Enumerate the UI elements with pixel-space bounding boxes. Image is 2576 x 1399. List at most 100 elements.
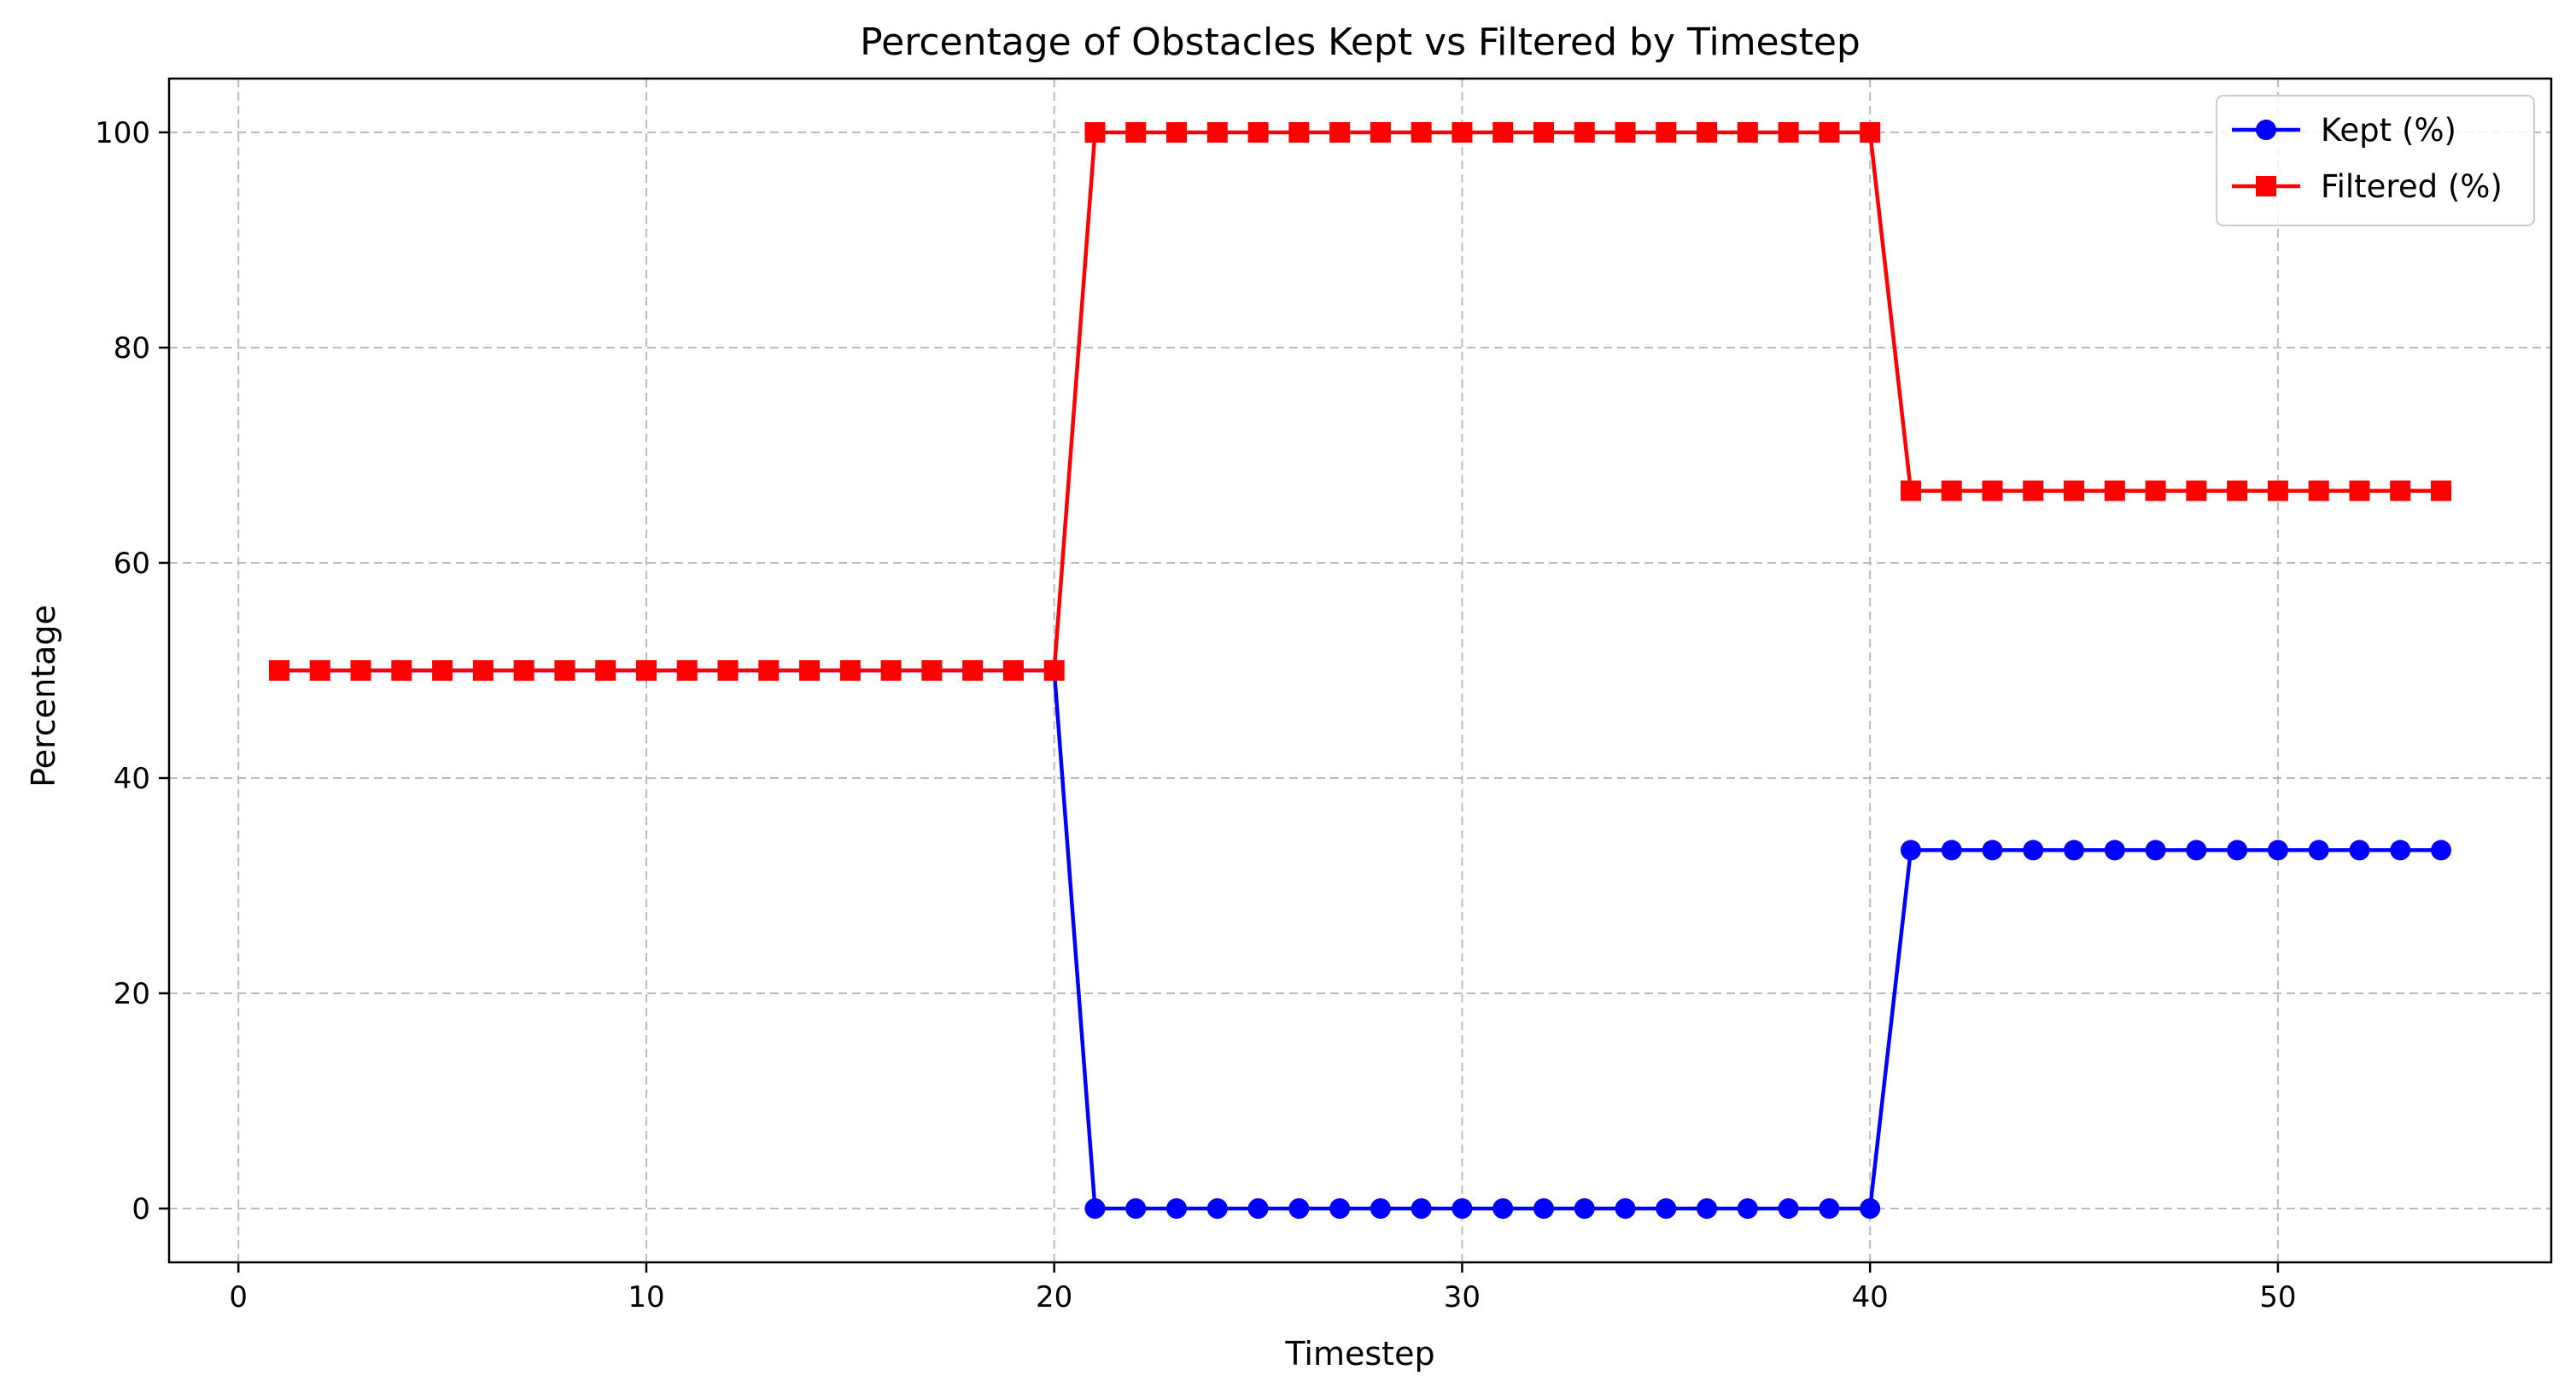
kept-point xyxy=(2308,840,2329,861)
filtered-point xyxy=(1125,122,1147,143)
filtered-point xyxy=(1166,122,1188,143)
filtered-point xyxy=(554,660,575,681)
x-tick-label: 10 xyxy=(628,1280,664,1314)
filtered-point xyxy=(1697,122,1718,143)
filtered-point xyxy=(839,660,861,681)
filtered-point xyxy=(2267,480,2288,501)
filtered-point xyxy=(758,660,780,681)
filtered-point xyxy=(635,660,657,681)
filtered-point xyxy=(2349,480,2370,501)
y-tick-label: 20 xyxy=(114,977,150,1011)
x-tick-label: 20 xyxy=(1036,1280,1072,1314)
filtered-point xyxy=(1533,122,1554,143)
kept-point xyxy=(1860,1198,1881,1219)
kept-point xyxy=(1084,1198,1106,1219)
filtered-point xyxy=(2145,480,2166,501)
kept-point xyxy=(1656,1198,1677,1219)
axis-layer: 0 10 20 30 40 50 0 20 40 60 80 100 xyxy=(95,77,2553,1314)
kept-point xyxy=(1329,1198,1351,1219)
filtered-point xyxy=(1411,122,1432,143)
kept-point xyxy=(1737,1198,1758,1219)
filtered-point xyxy=(472,660,494,681)
filtered-point xyxy=(717,660,739,681)
legend-marker-square xyxy=(2256,176,2276,196)
kept-point xyxy=(2104,840,2125,861)
kept-point xyxy=(1982,840,2003,861)
filtered-point xyxy=(921,660,943,681)
x-tick-label: 40 xyxy=(1852,1280,1889,1314)
filtered-point xyxy=(2064,480,2085,501)
kept-point xyxy=(2431,840,2452,861)
filtered-point xyxy=(391,660,412,681)
filtered-point xyxy=(1084,122,1106,143)
filtered-point xyxy=(880,660,902,681)
kept-point xyxy=(2390,840,2411,861)
filtered-point xyxy=(513,660,534,681)
filtered-point xyxy=(1656,122,1677,143)
filtered-point xyxy=(1941,480,1962,501)
filtered-point xyxy=(2186,480,2207,501)
filtered-point xyxy=(2308,480,2329,501)
kept-point xyxy=(1411,1198,1432,1219)
y-axis-label: Percentage xyxy=(25,605,62,787)
filtered-point xyxy=(1819,122,1840,143)
filtered-point xyxy=(1452,122,1473,143)
kept-point xyxy=(2349,840,2370,861)
kept-point xyxy=(1533,1198,1554,1219)
kept-point xyxy=(2023,840,2044,861)
legend: Kept (%) Filtered (%) xyxy=(2216,95,2535,226)
kept-point xyxy=(1574,1198,1595,1219)
kept-point xyxy=(1125,1198,1147,1219)
y-tick-label: 80 xyxy=(114,331,150,366)
filtered-point xyxy=(1737,122,1758,143)
filtered-point xyxy=(1247,122,1269,143)
filtered-point xyxy=(1043,660,1065,681)
kept-point xyxy=(1247,1198,1269,1219)
kept-point xyxy=(1492,1198,1514,1219)
filtered-point xyxy=(309,660,330,681)
kept-point xyxy=(1615,1198,1636,1219)
kept-point xyxy=(2145,840,2166,861)
filtered-point xyxy=(962,660,984,681)
filtered-point xyxy=(350,660,371,681)
filtered-point xyxy=(1778,122,1799,143)
kept-point xyxy=(1778,1198,1799,1219)
filtered-point xyxy=(2431,480,2452,501)
filtered-point xyxy=(1615,122,1636,143)
filtered-point xyxy=(1900,480,1921,501)
filtered-point xyxy=(2023,480,2044,501)
kept-point xyxy=(2186,840,2207,861)
kept-point xyxy=(2064,840,2085,861)
kept-point xyxy=(1206,1198,1228,1219)
grid-layer xyxy=(169,79,2551,1262)
filtered-point xyxy=(268,660,289,681)
kept-point xyxy=(1370,1198,1391,1219)
kept-point xyxy=(2227,840,2248,861)
filtered-point xyxy=(1206,122,1228,143)
y-tick-label: 0 xyxy=(131,1192,150,1226)
chart-title: Percentage of Obstacles Kept vs Filtered… xyxy=(860,20,1860,64)
filtered-point xyxy=(1002,660,1024,681)
filtered-point xyxy=(2390,480,2411,501)
kept-point xyxy=(1288,1198,1310,1219)
filtered-point xyxy=(1492,122,1514,143)
filtered-point xyxy=(1860,122,1881,143)
plot-frame xyxy=(167,77,2553,1264)
legend-label: Kept (%) xyxy=(2321,112,2456,149)
kept-point xyxy=(2267,840,2288,861)
y-tick-label: 40 xyxy=(114,762,150,796)
filtered-point xyxy=(2227,480,2248,501)
legend-label: Filtered (%) xyxy=(2321,168,2503,205)
kept-point xyxy=(1900,840,1921,861)
series-layer xyxy=(268,122,2452,1219)
kept-point xyxy=(1941,840,1962,861)
legend-marker-circle xyxy=(2256,120,2276,140)
filtered-point xyxy=(2104,480,2125,501)
filtered-point xyxy=(799,660,821,681)
kept-point xyxy=(1819,1198,1840,1219)
kept-point xyxy=(1452,1198,1473,1219)
y-tick-label: 100 xyxy=(95,116,150,150)
filtered-point xyxy=(1329,122,1351,143)
